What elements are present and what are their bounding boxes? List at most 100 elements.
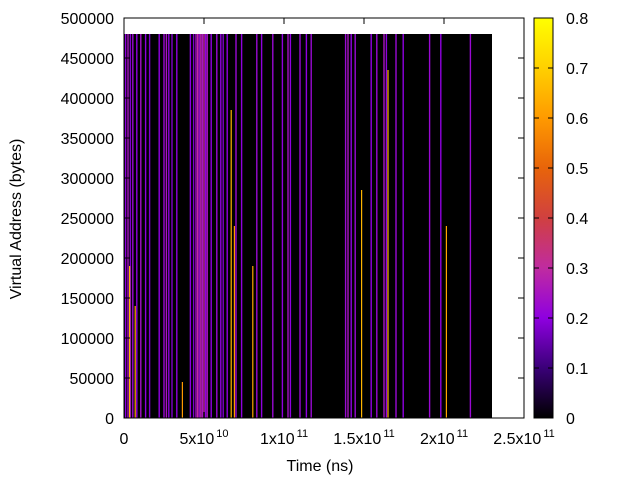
heatmap-stripe <box>201 34 204 418</box>
x-tick-exponent: 11 <box>297 428 308 440</box>
heatmap-stripe <box>469 34 472 418</box>
x-tick-label: 5x10 10 <box>180 428 229 448</box>
heatmap-stripe <box>136 34 138 418</box>
heatmap-hot-line <box>387 70 389 418</box>
heatmap-stripe <box>272 34 274 418</box>
colorbar: 0 0.1 0.2 0.3 0.4 0.5 0.6 0.7 0.8 <box>533 11 588 428</box>
heatmap-stripe <box>192 34 195 418</box>
heatmap-stripe <box>440 34 442 418</box>
heatmap-stripe <box>203 34 205 418</box>
heatmap-background <box>124 34 492 418</box>
heatmap-stripe <box>344 34 347 418</box>
x-tick-mantissa: 1x10 <box>260 431 295 448</box>
heatmap-stripe <box>370 34 372 418</box>
heatmap-stripe <box>148 34 151 418</box>
heatmap-stripe <box>158 34 160 418</box>
heatmap-stripe <box>176 34 178 418</box>
y-tick-label: 100000 <box>61 331 114 348</box>
y-tick-label: 500000 <box>61 11 114 28</box>
x-tick-exponent: 10 <box>216 428 228 440</box>
heatmap-stripe <box>171 34 173 418</box>
heatmap-stripe <box>402 34 404 418</box>
y-tick-label: 50000 <box>70 371 115 388</box>
heatmap-hot-line <box>134 306 136 418</box>
plot-area <box>124 34 492 418</box>
heatmap-stripe <box>287 34 289 418</box>
x-tick-label: 2x10 11 <box>420 428 468 448</box>
heatmap-stripe <box>206 34 208 418</box>
x-tick-mantissa: 2x10 <box>420 431 455 448</box>
heatmap-stripe <box>350 34 352 418</box>
heatmap-stripe <box>395 34 397 418</box>
x-tick-mantissa: 2.5x10 <box>493 431 541 448</box>
heatmap-stripe <box>385 34 388 418</box>
axes: 0 50000 100000 150000 200000 250000 300000 3500… <box>61 11 555 448</box>
colorbar-tick-label: 0.3 <box>566 261 588 278</box>
heatmap-stripe <box>200 34 202 418</box>
heatmap-stripe <box>383 34 385 418</box>
heatmap-stripe <box>144 34 147 418</box>
heatmap-stripe <box>210 34 212 418</box>
heatmap-stripe <box>124 34 127 418</box>
heatmap-stripe <box>216 34 218 418</box>
heatmap-stripe <box>347 34 349 418</box>
heatmap-stripe <box>354 34 356 418</box>
heatmap-stripe <box>195 34 197 418</box>
x-tick-mantissa: 5x10 <box>180 431 215 448</box>
colorbar-tick-label: 0.7 <box>566 61 588 78</box>
y-tick-label: 200000 <box>61 251 114 268</box>
x-tick-label: 2.5x10 11 <box>493 428 554 448</box>
heatmap-stripe <box>163 34 165 418</box>
heatmap-stripe <box>129 34 132 418</box>
heatmap-stripe <box>376 34 378 418</box>
heatmap-stripe <box>220 34 222 418</box>
colorbar-tick-label: 0.8 <box>566 11 588 28</box>
heatmap-stripe <box>189 34 192 418</box>
heatmap-stripe <box>127 34 129 418</box>
y-tick-label: 300000 <box>61 171 114 188</box>
y-tick-label: 0 <box>105 411 114 428</box>
colorbar-tick-label: 0.5 <box>566 161 588 178</box>
heatmap-stripe <box>226 34 228 418</box>
colorbar-tick-label: 0 <box>566 411 575 428</box>
heatmap-stripe <box>310 34 312 418</box>
y-axis-label: Virtual Address (bytes) <box>8 139 25 300</box>
heatmap-stripe <box>299 34 301 418</box>
heatmap-hot-line <box>233 226 235 418</box>
heatmap-stripe <box>289 34 292 418</box>
heatmap-hot-line <box>230 110 232 418</box>
colorbar-tick-label: 0.4 <box>566 211 588 228</box>
x-tick-exponent: 11 <box>383 428 394 440</box>
heatmap-hot-line <box>361 190 363 418</box>
heatmap-stripe <box>281 34 284 418</box>
x-axis-label: Time (ns) <box>287 458 354 475</box>
x-tick-label: 1.5x10 11 <box>333 428 394 448</box>
heatmap-stripe <box>165 34 168 418</box>
heatmap-hot-line <box>181 382 183 418</box>
y-tick-label: 250000 <box>61 211 114 228</box>
x-tick-mantissa: 1.5x10 <box>333 431 381 448</box>
y-tick-label: 150000 <box>61 291 114 308</box>
heatmap-stripe <box>196 34 199 418</box>
x-tick-exponent: 11 <box>543 428 554 440</box>
y-tick-label: 350000 <box>61 131 114 148</box>
heatmap-stripe <box>168 34 170 418</box>
heatmap-stripe <box>222 34 224 418</box>
heatmap-stripe <box>132 34 134 418</box>
heatmap-hot-line <box>129 266 131 418</box>
heatmap-stripe <box>140 34 142 418</box>
heatmap-stripe <box>256 34 258 418</box>
heatmap-stripe <box>305 34 308 418</box>
colorbar-tick-label: 0.1 <box>566 361 588 378</box>
heatmap-stripe <box>428 34 431 418</box>
heatmap-stripe <box>198 34 200 418</box>
x-tick-label: 1x10 11 <box>260 428 308 448</box>
y-tick-label: 450000 <box>61 51 114 68</box>
y-tick-label: 400000 <box>61 91 114 108</box>
x-tick-label: 0 <box>120 431 129 448</box>
x-tick-exponent: 11 <box>457 428 468 440</box>
heatmap-hot-line <box>252 266 254 418</box>
heatmap-stripe <box>204 34 207 418</box>
heatmap-stripe <box>240 34 243 418</box>
